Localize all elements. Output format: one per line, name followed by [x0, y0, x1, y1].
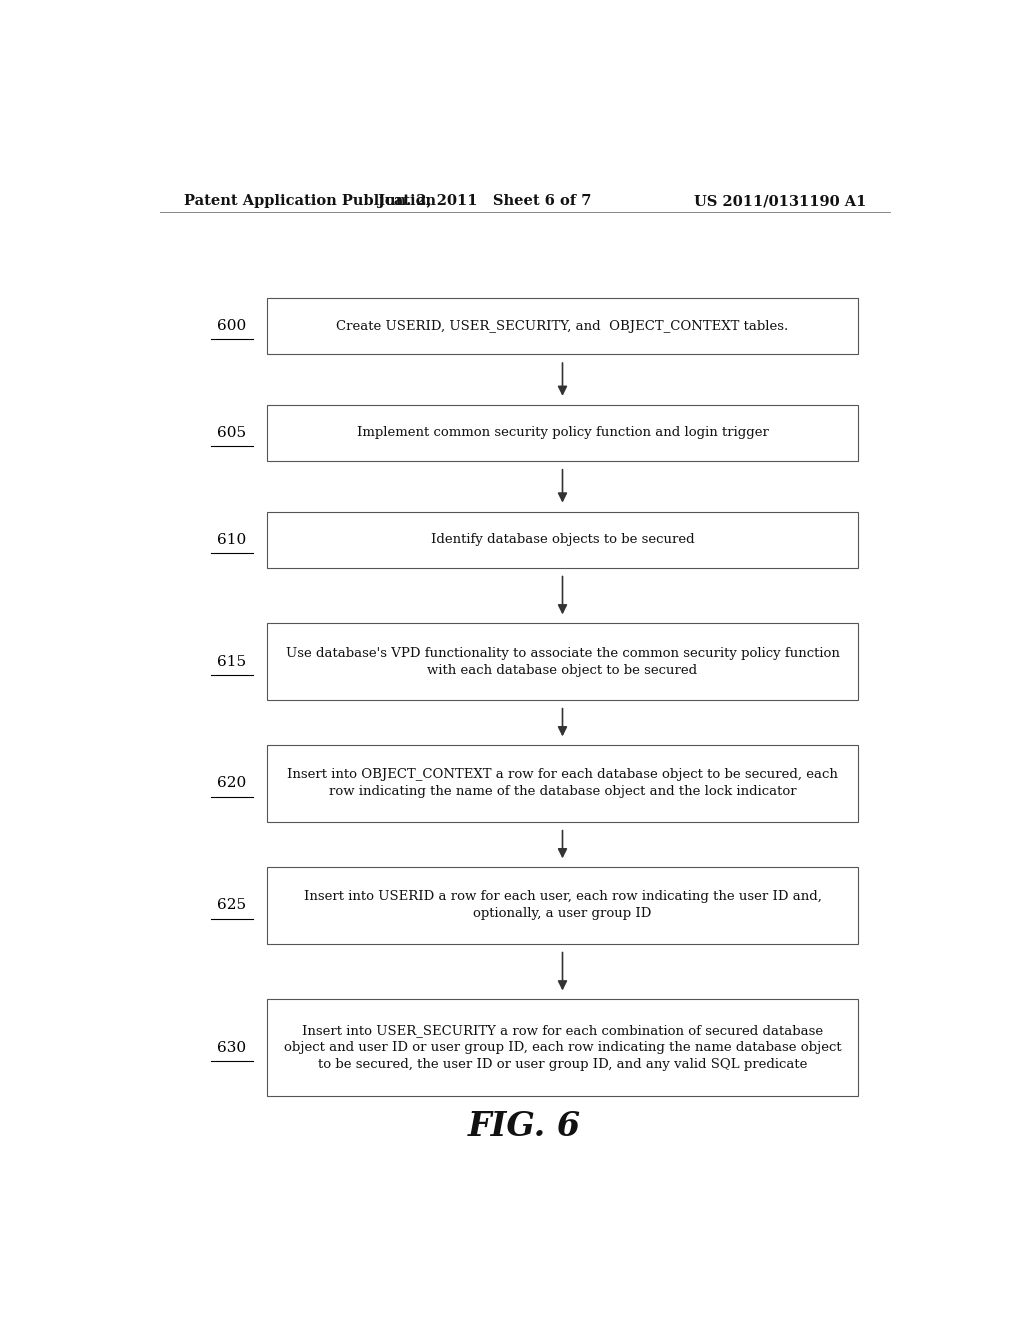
Text: Jun. 2, 2011   Sheet 6 of 7: Jun. 2, 2011 Sheet 6 of 7 — [379, 194, 592, 209]
Text: 620: 620 — [216, 776, 246, 791]
FancyBboxPatch shape — [267, 298, 858, 354]
Text: US 2011/0131190 A1: US 2011/0131190 A1 — [693, 194, 866, 209]
Text: Insert into USER_SECURITY a row for each combination of secured database
object : Insert into USER_SECURITY a row for each… — [284, 1024, 842, 1072]
FancyBboxPatch shape — [267, 512, 858, 568]
Text: 605: 605 — [217, 426, 246, 440]
Text: Insert into USERID a row for each user, each row indicating the user ID and,
opt: Insert into USERID a row for each user, … — [303, 891, 821, 920]
Text: Identify database objects to be secured: Identify database objects to be secured — [431, 533, 694, 546]
FancyBboxPatch shape — [267, 746, 858, 821]
Text: 600: 600 — [216, 319, 246, 333]
FancyBboxPatch shape — [267, 867, 858, 944]
FancyBboxPatch shape — [267, 405, 858, 461]
Text: Create USERID, USER_SECURITY, and  OBJECT_CONTEXT tables.: Create USERID, USER_SECURITY, and OBJECT… — [336, 319, 788, 333]
Text: Implement common security policy function and login trigger: Implement common security policy functio… — [356, 426, 768, 440]
Text: Patent Application Publication: Patent Application Publication — [183, 194, 435, 209]
Text: 625: 625 — [217, 899, 246, 912]
FancyBboxPatch shape — [267, 999, 858, 1096]
Text: 630: 630 — [217, 1040, 246, 1055]
Text: Insert into OBJECT_CONTEXT a row for each database object to be secured, each
ro: Insert into OBJECT_CONTEXT a row for eac… — [287, 768, 838, 799]
FancyBboxPatch shape — [267, 623, 858, 700]
Text: 610: 610 — [216, 532, 246, 546]
Text: FIG. 6: FIG. 6 — [468, 1110, 582, 1143]
Text: 615: 615 — [217, 655, 246, 668]
Text: Use database's VPD functionality to associate the common security policy functio: Use database's VPD functionality to asso… — [286, 647, 840, 677]
